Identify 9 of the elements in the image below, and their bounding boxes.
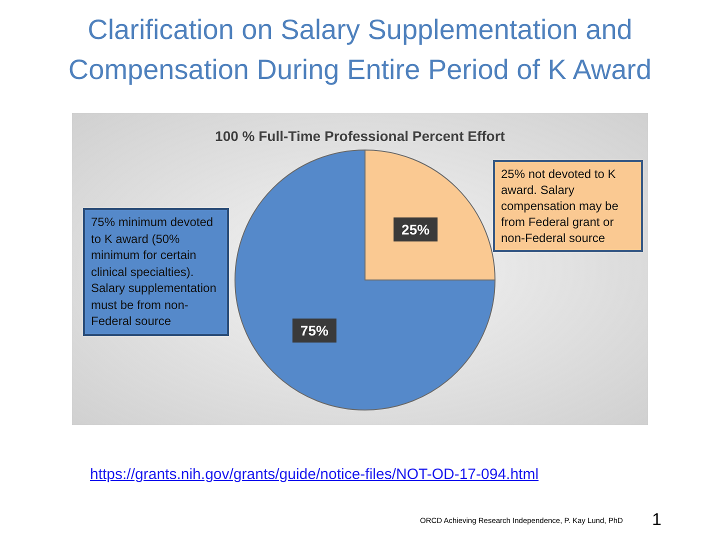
- chart-subtitle: 100 % Full-Time Professional Percent Effort: [214, 128, 506, 144]
- text: 25% not devoted to K award. Salary compensation may be from Federal grant or non-Federal source: [493, 160, 643, 252]
- text: https://grants.nih.gov/grants/guide/notice-files/NOT-OD-17-094.html: [90, 466, 539, 483]
- data-label: 75%: [300, 322, 329, 339]
- text: 75% minimum devoted to K award (50% minimum for certain clinical specialties). Salary supplementation must be from non-Federal source: [83, 208, 229, 336]
- pie-slice: [234, 150, 496, 410]
- chart-title: Clarification on Salary Supplementation and Compensation During Entire Period of K Award: [67, 13, 653, 87]
- text: 1: [652, 510, 662, 530]
- data-label: 25%: [402, 221, 430, 238]
